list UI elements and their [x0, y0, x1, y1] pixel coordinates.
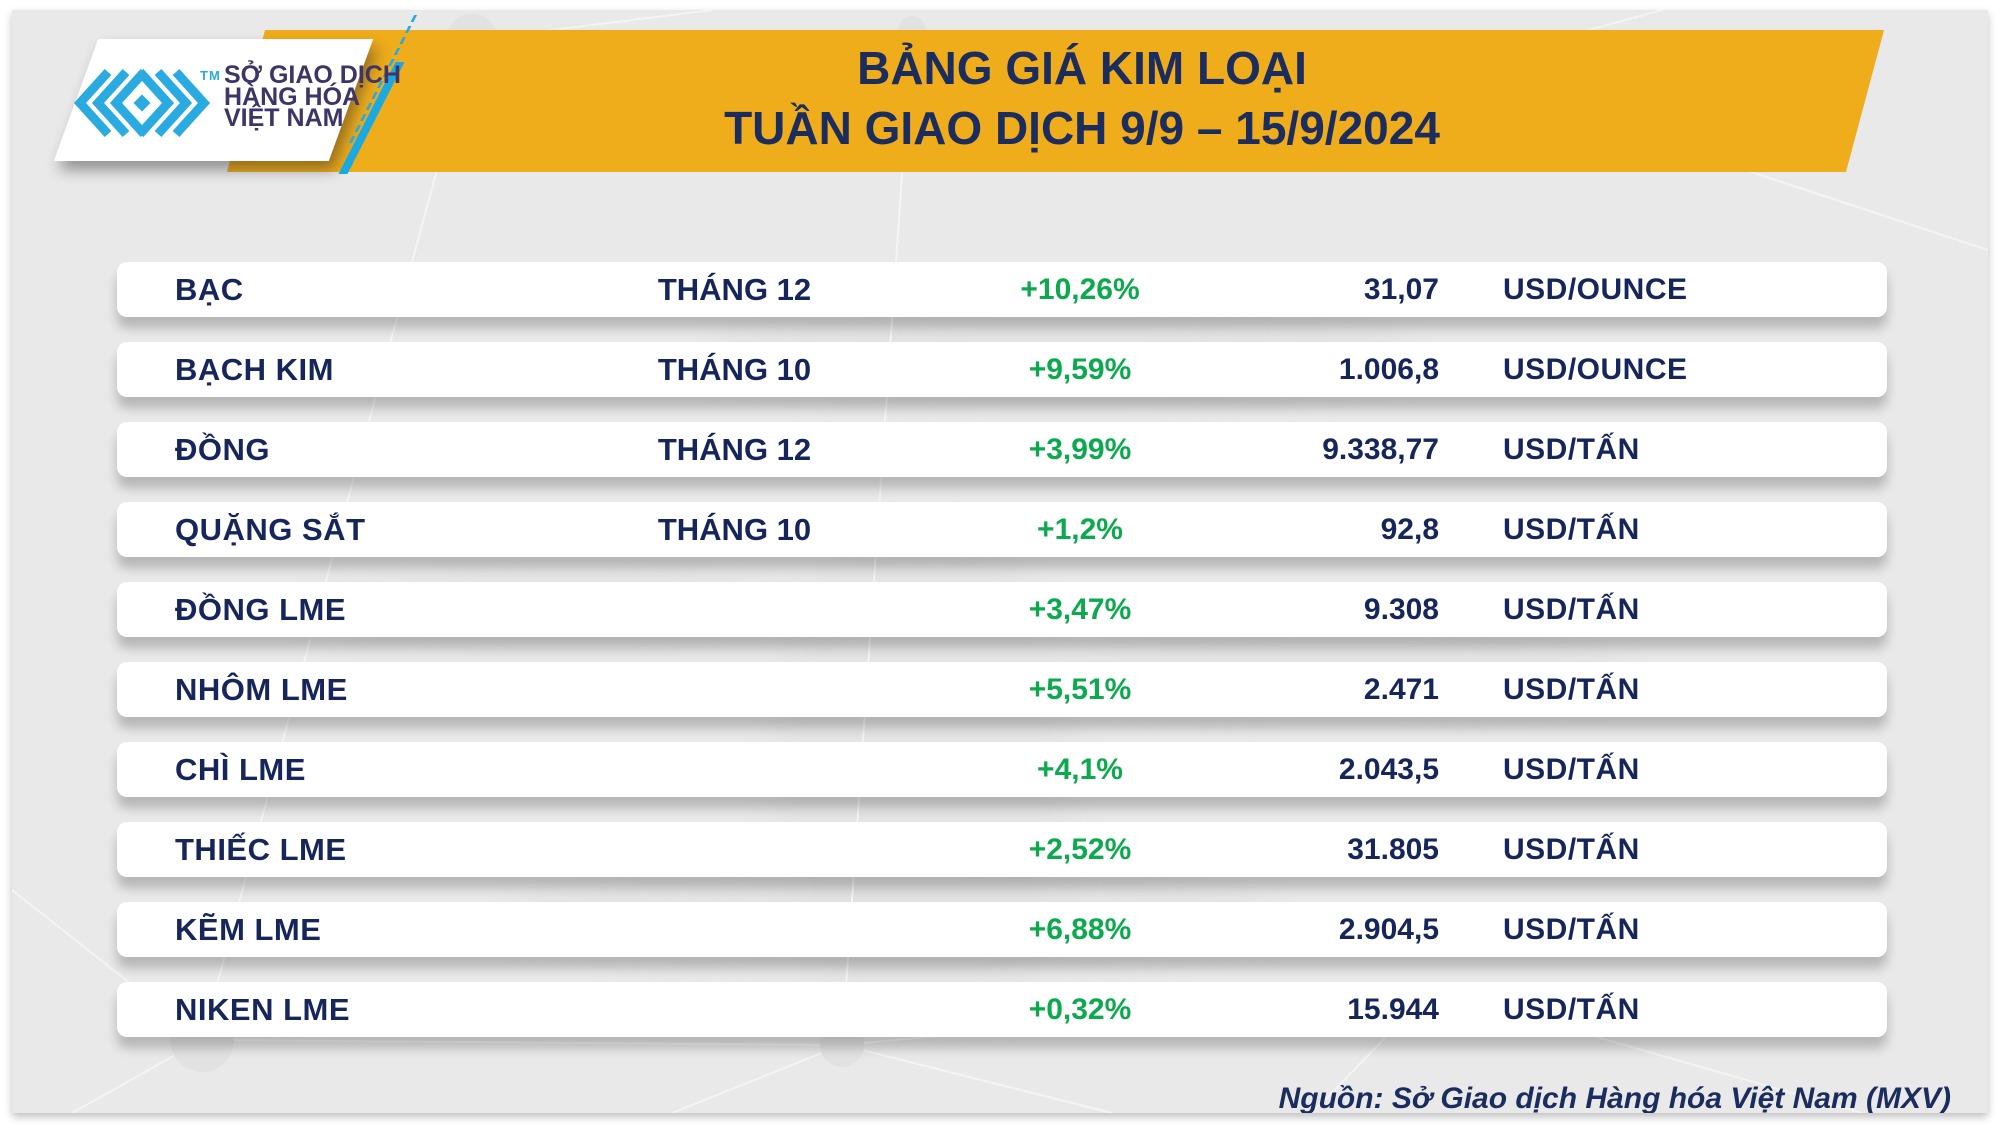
- table-row: ĐỒNG LME +3,47% 9.308 USD/TẤN: [117, 582, 1887, 637]
- mxv-logo-mark-icon: [73, 68, 211, 138]
- logo-org-line: HÀNG HÓA: [224, 82, 361, 111]
- commodity-name: QUẶNG SẮT: [175, 511, 366, 547]
- commodity-name: THIẾC LME: [175, 831, 347, 867]
- contract-month: THÁNG 12: [657, 431, 812, 467]
- contract-month: THÁNG 12: [657, 271, 812, 307]
- weekly-change: +1,2%: [1037, 512, 1123, 546]
- commodity-name: NHÔM LME: [175, 671, 348, 707]
- source-credit: Nguồn: Sở Giao dịch Hàng hóa Việt Nam (M…: [1278, 1082, 1951, 1113]
- price-unit: USD/TẤN: [1503, 912, 1640, 946]
- price-unit: USD/OUNCE: [1503, 272, 1688, 306]
- weekly-change: +0,32%: [1028, 992, 1132, 1026]
- price-table: BẠC THÁNG 12 +10,26% 31,07 USD/OUNCE BẠC…: [117, 262, 1887, 1062]
- price-value: 2.043,5: [1338, 752, 1439, 786]
- price-unit: USD/OUNCE: [1503, 352, 1688, 386]
- weekly-change: +10,26%: [1020, 272, 1140, 306]
- price-unit: USD/TẤN: [1503, 512, 1640, 546]
- price-value: 1.006,8: [1338, 352, 1439, 386]
- page-title: BẢNG GIÁ KIM LOẠI TUẦN GIAO DỊCH 9/9 – 1…: [362, 38, 1802, 158]
- logo-org-line: SỞ GIAO DỊCH: [224, 61, 401, 89]
- weekly-change: +3,47%: [1028, 592, 1132, 626]
- price-value: 15.944: [1347, 992, 1439, 1026]
- title-line-2: TUẦN GIAO DỊCH 9/9 – 15/9/2024: [724, 102, 1440, 154]
- price-unit: USD/TẤN: [1503, 672, 1640, 706]
- price-value: 2.471: [1363, 672, 1439, 706]
- table-row: BẠC THÁNG 12 +10,26% 31,07 USD/OUNCE: [117, 262, 1887, 317]
- weekly-change: +4,1%: [1037, 752, 1123, 786]
- table-row: ĐỒNG THÁNG 12 +3,99% 9.338,77 USD/TẤN: [117, 422, 1887, 477]
- commodity-name: ĐỒNG: [175, 431, 270, 467]
- table-row: QUẶNG SẮT THÁNG 10 +1,2% 92,8 USD/TẤN: [117, 502, 1887, 557]
- price-unit: USD/TẤN: [1503, 592, 1640, 626]
- price-unit: USD/TẤN: [1503, 992, 1640, 1026]
- mxv-logo: TM SỞ GIAO DỊCH HÀNG HÓA VIỆT NAM: [72, 60, 401, 160]
- weekly-change: +2,52%: [1028, 832, 1132, 866]
- weekly-change: +9,59%: [1028, 352, 1132, 386]
- price-unit: USD/TẤN: [1503, 832, 1640, 866]
- price-value: 2.904,5: [1338, 912, 1439, 946]
- table-row: THIẾC LME +2,52% 31.805 USD/TẤN: [117, 822, 1887, 877]
- contract-month: THÁNG 10: [657, 511, 812, 547]
- logo-org-name: SỞ GIAO DỊCH HÀNG HÓA VIỆT NAM: [224, 61, 401, 132]
- trademark-label: TM: [200, 68, 221, 83]
- contract-month: THÁNG 10: [657, 351, 812, 387]
- gray-canvas: BẢNG GIÁ KIM LOẠI TUẦN GIAO DỊCH 9/9 – 1…: [12, 10, 1988, 1113]
- commodity-name: NIKEN LME: [175, 991, 350, 1027]
- commodity-name: KẼM LME: [175, 911, 322, 947]
- price-value: 31.805: [1347, 832, 1439, 866]
- title-line-1: BẢNG GIÁ KIM LOẠI: [857, 42, 1307, 94]
- weekly-change: +3,99%: [1028, 432, 1132, 466]
- weekly-change: +6,88%: [1028, 912, 1132, 946]
- logo-org-line: VIỆT NAM: [224, 104, 344, 132]
- commodity-name: CHÌ LME: [175, 751, 306, 787]
- price-value: 31,07: [1363, 272, 1439, 306]
- table-row: BẠCH KIM THÁNG 10 +9,59% 1.006,8 USD/OUN…: [117, 342, 1887, 397]
- table-row: KẼM LME +6,88% 2.904,5 USD/TẤN: [117, 902, 1887, 957]
- table-row: NHÔM LME +5,51% 2.471 USD/TẤN: [117, 662, 1887, 717]
- price-unit: USD/TẤN: [1503, 432, 1640, 466]
- commodity-name: ĐỒNG LME: [175, 591, 347, 627]
- price-value: 9.308: [1363, 592, 1439, 626]
- commodity-name: BẠCH KIM: [175, 351, 334, 387]
- table-row: CHÌ LME +4,1% 2.043,5 USD/TẤN: [117, 742, 1887, 797]
- table-row: NIKEN LME +0,32% 15.944 USD/TẤN: [117, 982, 1887, 1037]
- weekly-change: +5,51%: [1028, 672, 1132, 706]
- price-value: 9.338,77: [1322, 432, 1439, 466]
- price-value: 92,8: [1380, 512, 1439, 546]
- price-unit: USD/TẤN: [1503, 752, 1640, 786]
- commodity-name: BẠC: [175, 271, 244, 307]
